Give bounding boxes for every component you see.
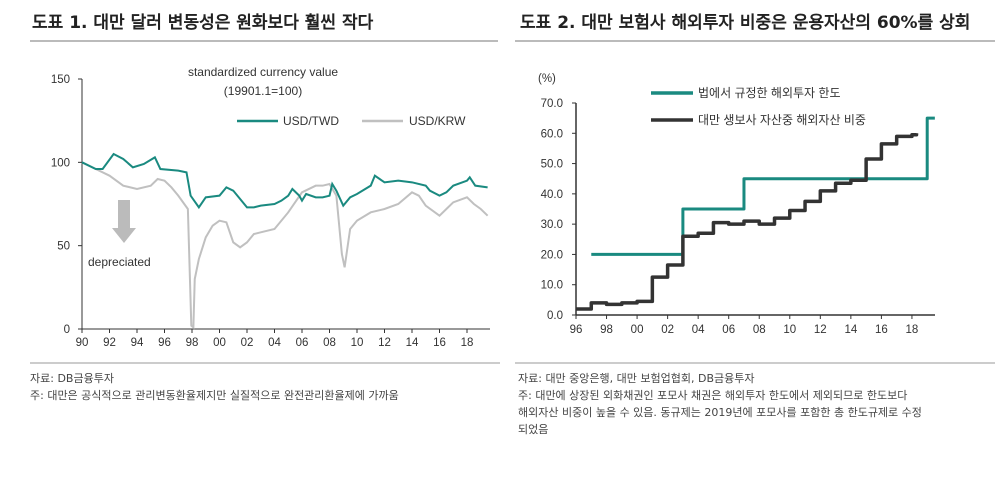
y-tick-label: 100 <box>51 157 70 169</box>
y-tick-label: 0 <box>64 324 70 336</box>
x-tick-label: 98 <box>600 324 613 336</box>
chart1-subtitle: standardized currency value <box>188 65 338 79</box>
y-tick-label: 50.0 <box>541 159 563 171</box>
x-tick-label: 16 <box>433 337 446 349</box>
x-tick-label: 04 <box>692 324 705 336</box>
x-tick-label: 90 <box>76 337 89 349</box>
y-tick-label: 60.0 <box>541 128 563 140</box>
x-tick-label: 12 <box>814 324 827 336</box>
x-tick-label: 18 <box>461 337 474 349</box>
chart2-title: 도표 2. 대만 보험사 해외투자 비중은 운용자산의 60%를 상회 <box>520 13 971 33</box>
x-tick-label: 12 <box>378 337 391 349</box>
series-line-limit <box>591 116 935 256</box>
y-tick-label: 70.0 <box>541 98 563 110</box>
y-axis-unit: (%) <box>538 73 556 85</box>
series-line-share <box>576 133 919 311</box>
x-tick-label: 02 <box>241 337 254 349</box>
x-tick-label: 98 <box>186 337 199 349</box>
chart1-title: 도표 1. 대만 달러 변동성은 원화보다 훨씬 작다 <box>32 13 374 33</box>
legend-label-share: 대만 생보사 자산중 해외자산 비중 <box>698 113 866 127</box>
x-tick-label: 92 <box>103 337 116 349</box>
divider <box>30 40 498 42</box>
x-tick-label: 18 <box>906 324 919 336</box>
x-tick-label: 00 <box>631 324 644 336</box>
x-tick-label: 02 <box>661 324 674 336</box>
x-tick-label: 10 <box>783 324 796 336</box>
legend-label-limit: 법에서 규정한 해외투자 한도 <box>698 86 840 100</box>
legend-label-usd-krw: USD/KRW <box>409 114 466 128</box>
x-tick-label: 16 <box>875 324 888 336</box>
divider <box>515 362 995 364</box>
y-tick-label: 20.0 <box>541 249 563 261</box>
x-tick-label: 08 <box>753 324 766 336</box>
x-tick-label: 14 <box>406 337 419 349</box>
x-tick-label: 06 <box>722 324 735 336</box>
legend-label-usd-twd: USD/TWD <box>283 114 339 128</box>
chart1-note: 주: 대만은 공식적으로 관리변동환율제지만 실질적으로 완전관리환율제에 가까… <box>30 389 399 402</box>
x-tick-label: 14 <box>844 324 857 336</box>
chart2-source: 자료: 대만 중앙은행, 대만 보험업협회, DB금융투자 <box>518 372 755 385</box>
y-tick-label: 0.0 <box>547 310 563 322</box>
x-tick-label: 10 <box>351 337 364 349</box>
y-tick-label: 50 <box>57 241 70 253</box>
x-tick-label: 06 <box>296 337 309 349</box>
divider <box>515 40 995 42</box>
annotation-depreciated: depreciated <box>88 255 151 269</box>
chart1-subtitle: (19901.1=100) <box>224 84 302 98</box>
y-tick-label: 150 <box>51 74 70 86</box>
x-tick-label: 96 <box>570 324 583 336</box>
x-tick-label: 04 <box>268 337 281 349</box>
divider <box>30 362 500 364</box>
chart1-source: 자료: DB금융투자 <box>30 372 114 385</box>
series-line-usd-twd <box>81 152 488 210</box>
chart2-note: 주: 대만에 상장된 외화채권인 포모사 채권은 해외투자 한도에서 제외되므로… <box>518 389 922 436</box>
y-tick-label: 30.0 <box>541 219 563 231</box>
down-arrow-icon <box>112 200 136 243</box>
y-tick-label: 10.0 <box>541 280 563 292</box>
y-tick-label: 40.0 <box>541 189 563 201</box>
x-tick-label: 94 <box>131 337 144 349</box>
x-tick-label: 08 <box>323 337 336 349</box>
x-tick-label: 00 <box>213 337 226 349</box>
x-tick-label: 96 <box>158 337 171 349</box>
series-line-usd-krw <box>81 161 489 330</box>
